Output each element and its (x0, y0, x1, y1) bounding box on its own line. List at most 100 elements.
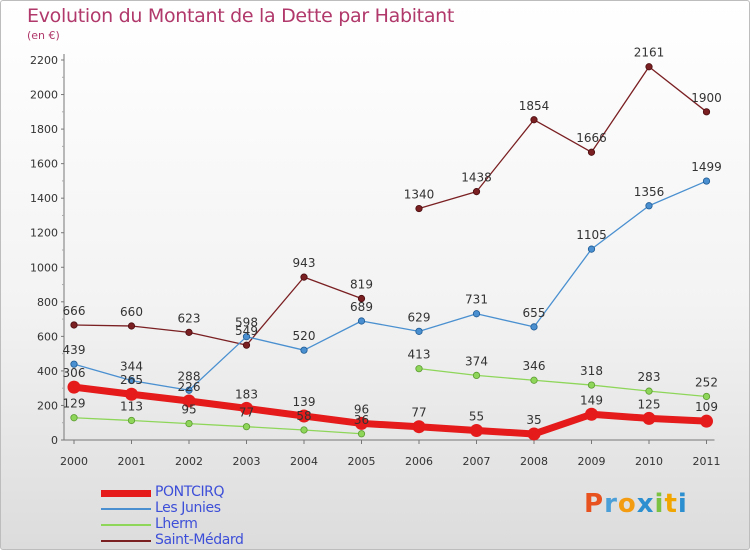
legend-swatch (101, 508, 151, 510)
data-point (585, 407, 598, 421)
data-point (185, 419, 193, 428)
x-tick-label: 2002 (175, 455, 203, 468)
data-point (470, 424, 483, 437)
data-label: 1666 (576, 131, 607, 145)
data-point (530, 116, 538, 124)
data-point (645, 387, 653, 395)
data-point (472, 371, 481, 379)
data-point (527, 427, 541, 441)
data-point (472, 188, 481, 196)
y-tick-label: 2200 (30, 54, 58, 67)
series-line (73, 180, 707, 391)
data-label: 36 (354, 413, 369, 427)
data-point (355, 416, 368, 430)
x-tick-label: 2006 (405, 455, 433, 468)
data-point (185, 328, 193, 336)
data-point (242, 333, 251, 341)
data-point (182, 394, 196, 408)
data-point (700, 414, 713, 428)
y-tick-label: 0 (51, 434, 58, 447)
series-line (418, 368, 707, 398)
y-tick-label: 600 (37, 330, 58, 343)
data-label: 318 (580, 364, 603, 378)
data-point (587, 381, 596, 389)
data-point (415, 327, 423, 335)
data-point (472, 310, 481, 318)
data-point (240, 401, 253, 415)
x-tick-label: 2007 (463, 455, 491, 468)
y-tick-label: 1600 (30, 158, 58, 171)
x-tick-label: 2009 (578, 455, 606, 468)
data-label: 629 (408, 310, 431, 324)
data-label: 1356 (634, 185, 665, 199)
data-label: 374 (465, 354, 488, 368)
data-point (530, 323, 538, 331)
y-tick-label: 1400 (30, 192, 58, 205)
y-tick-label: 1800 (30, 123, 58, 136)
data-label: 77 (411, 406, 426, 420)
data-point (185, 386, 193, 394)
data-label: 549 (235, 324, 258, 338)
y-tick-label: 400 (37, 365, 58, 378)
data-label: 139 (293, 395, 316, 409)
data-point (357, 294, 366, 303)
logo-letter: i (677, 489, 688, 519)
data-point (70, 321, 78, 329)
data-point (415, 365, 423, 373)
legend-swatch (101, 524, 151, 526)
series-line (73, 276, 362, 346)
data-label: 1340 (404, 188, 435, 202)
data-point (300, 273, 308, 281)
data-point (125, 387, 138, 401)
x-tick-label: 2008 (520, 455, 548, 468)
data-point (357, 317, 366, 325)
data-point (242, 341, 251, 349)
series-pontcirq (67, 380, 713, 441)
series-line (73, 383, 707, 438)
data-label: 77 (239, 406, 254, 420)
data-point (67, 380, 81, 394)
logo-letter: t (664, 489, 678, 519)
data-point (357, 430, 366, 438)
data-label: 125 (638, 397, 661, 411)
data-label: 288 (178, 369, 201, 383)
series-saint-m-dard (70, 63, 711, 349)
logo-letter: o (617, 489, 637, 519)
data-label: 1438 (461, 171, 492, 185)
data-point (297, 409, 311, 423)
y-tick-label: 200 (37, 399, 58, 412)
data-label: 95 (181, 403, 196, 417)
data-label: 2161 (634, 46, 665, 60)
data-label: 113 (120, 399, 143, 413)
data-point (127, 322, 136, 330)
data-label: 58 (296, 409, 311, 423)
logo-letter: r (604, 489, 618, 519)
data-label: 346 (523, 359, 546, 373)
x-tick-label: 2000 (60, 455, 88, 468)
legend-swatch (101, 540, 151, 542)
data-label: 35 (526, 413, 541, 427)
legend-label: Les Junies (155, 500, 221, 516)
data-label: 252 (695, 375, 718, 389)
data-label: 265 (120, 373, 143, 387)
data-label: 283 (638, 370, 661, 384)
data-label: 1900 (691, 91, 722, 105)
data-label: 439 (63, 343, 86, 357)
data-label: 55 (469, 410, 484, 424)
data-label: 819 (350, 278, 373, 292)
data-point (645, 202, 653, 210)
data-point (70, 414, 78, 422)
data-label: 306 (63, 366, 86, 380)
data-point (702, 108, 711, 116)
y-tick-label: 2000 (30, 89, 58, 102)
data-label: 344 (120, 360, 143, 374)
data-point (300, 346, 308, 354)
legend-swatch (101, 489, 151, 497)
series-lherm (70, 365, 711, 438)
logo-letter: P (584, 489, 605, 519)
data-label: 96 (354, 402, 369, 416)
data-label: 183 (235, 387, 258, 401)
x-tick-label: 2011 (693, 455, 721, 468)
y-tick-label: 800 (37, 296, 58, 309)
series-line (418, 66, 707, 210)
